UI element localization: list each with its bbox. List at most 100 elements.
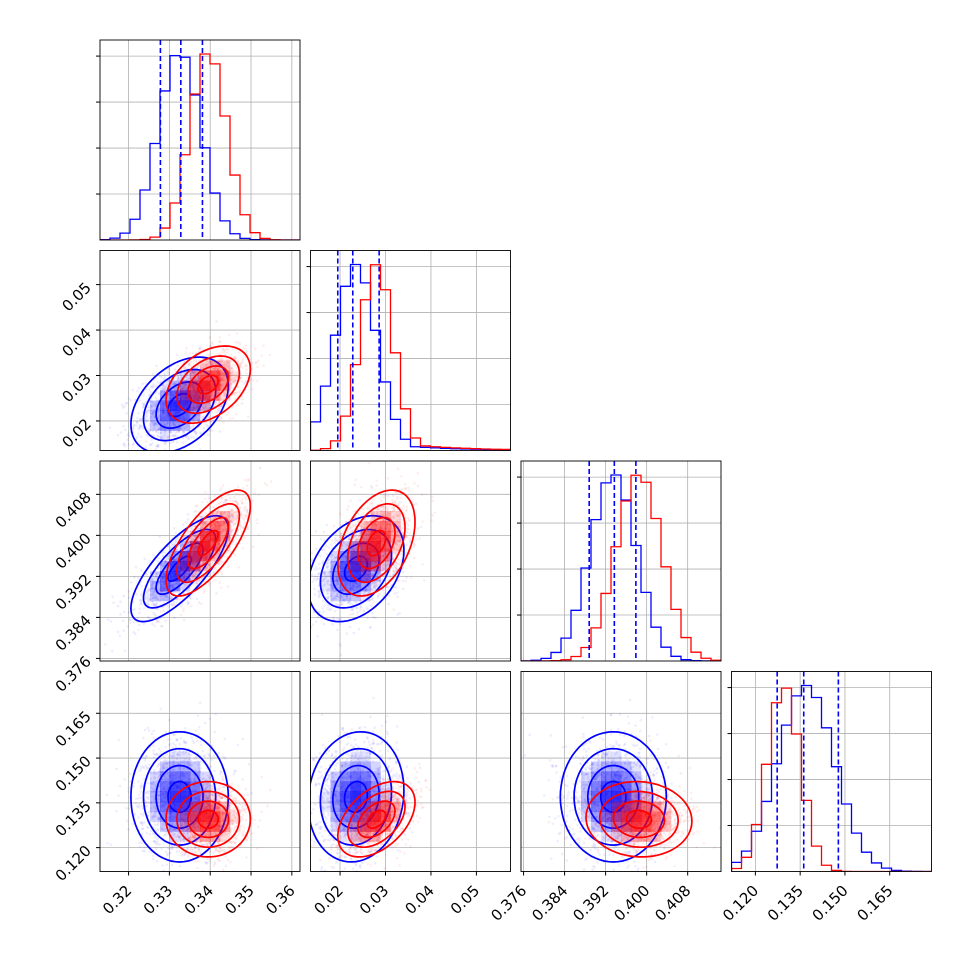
scatter-point	[297, 583, 300, 586]
scatter-point	[133, 398, 137, 402]
density-cell	[180, 400, 191, 411]
scatter-point	[190, 604, 193, 608]
scatter-point	[162, 598, 166, 601]
scatter-point	[219, 397, 223, 400]
scatter-point	[234, 379, 237, 382]
scatter-point	[173, 434, 176, 437]
scatter-point	[148, 559, 152, 563]
scatter-point	[154, 403, 157, 407]
scatter-point	[191, 562, 194, 566]
scatter-point	[228, 374, 232, 378]
scatter-point	[243, 506, 246, 510]
scatter-point	[246, 415, 250, 418]
scatter-point	[219, 511, 223, 514]
scatter-point	[238, 389, 241, 393]
scatter-point	[235, 375, 239, 378]
scatter-point	[183, 366, 187, 370]
scatter-point	[153, 421, 157, 424]
scatter-point	[139, 418, 142, 421]
scatter-point	[209, 394, 213, 398]
scatter-point	[174, 531, 178, 535]
scatter-point	[230, 382, 233, 385]
scatter-point	[141, 402, 144, 405]
scatter-point	[155, 430, 158, 433]
scatter-point	[162, 609, 166, 613]
scatter-point	[214, 578, 217, 582]
scatter-point	[233, 397, 237, 401]
scatter-point	[258, 466, 262, 470]
scatter-point	[228, 417, 232, 420]
scatter-point	[219, 416, 223, 419]
scatter-point	[214, 402, 217, 406]
scatter-point	[122, 629, 126, 633]
scatter-point	[209, 420, 213, 423]
density-cell	[180, 420, 191, 431]
scatter-point	[155, 601, 159, 605]
scatter-point	[179, 427, 182, 430]
scatter-point	[178, 429, 181, 432]
scatter-point	[220, 513, 223, 517]
scatter-point	[193, 548, 196, 551]
scatter-point	[310, 573, 313, 577]
scatter-point	[187, 377, 191, 381]
scatter-point	[219, 368, 223, 372]
scatter-point	[236, 513, 239, 517]
scatter-point	[192, 430, 196, 433]
scatter-point	[241, 397, 244, 401]
scatter-point	[230, 373, 234, 377]
scatter-point	[208, 565, 212, 568]
scatter-point	[192, 561, 196, 565]
scatter-point	[233, 357, 236, 360]
scatter-point	[182, 607, 186, 610]
scatter-point	[230, 371, 234, 375]
scatter-point	[145, 433, 149, 437]
scatter-point	[218, 408, 221, 411]
scatter-point	[229, 377, 233, 381]
scatter-point	[220, 359, 223, 363]
scatter-point	[209, 419, 213, 423]
scatter-point	[154, 575, 158, 579]
scatter-point	[228, 536, 231, 539]
scatter-point	[152, 423, 156, 427]
scatter-point	[354, 606, 358, 610]
scatter-point	[186, 590, 189, 593]
scatter-point	[222, 394, 225, 397]
density-cell	[160, 581, 171, 592]
scatter-point	[244, 495, 247, 499]
scatter-point	[255, 379, 259, 383]
scatter-point	[321, 579, 324, 583]
scatter-point	[203, 522, 206, 525]
scatter-point	[245, 484, 249, 488]
scatter-point	[180, 386, 184, 390]
scatter-point	[391, 494, 395, 498]
scatter-point	[408, 540, 412, 544]
scatter-point	[121, 406, 125, 409]
density-cell	[190, 571, 201, 582]
scatter-point	[211, 560, 214, 564]
scatter-point	[197, 375, 200, 378]
scatter-point	[238, 391, 242, 394]
scatter-point	[241, 526, 245, 529]
scatter-point	[196, 418, 199, 421]
scatter-point	[202, 407, 206, 411]
scatter-point	[184, 521, 188, 524]
scatter-point	[163, 387, 166, 390]
contour-level	[165, 489, 252, 597]
scatter-point	[219, 379, 223, 383]
scatter-point	[157, 619, 161, 623]
scatter-point	[311, 580, 315, 584]
scatter-point	[324, 569, 327, 572]
scatter-point	[359, 605, 363, 609]
scatter-point	[323, 604, 326, 608]
scatter-point	[230, 508, 233, 512]
scatter-point	[145, 419, 149, 422]
scatter-point	[180, 388, 184, 391]
contour-level	[176, 355, 241, 415]
scatter-point	[139, 592, 143, 596]
scatter-point	[140, 599, 144, 602]
scatter-point	[154, 396, 158, 399]
density-cell	[200, 370, 211, 381]
contour-level	[176, 502, 241, 584]
scatter-point	[192, 572, 195, 575]
scatter-point	[153, 624, 156, 628]
